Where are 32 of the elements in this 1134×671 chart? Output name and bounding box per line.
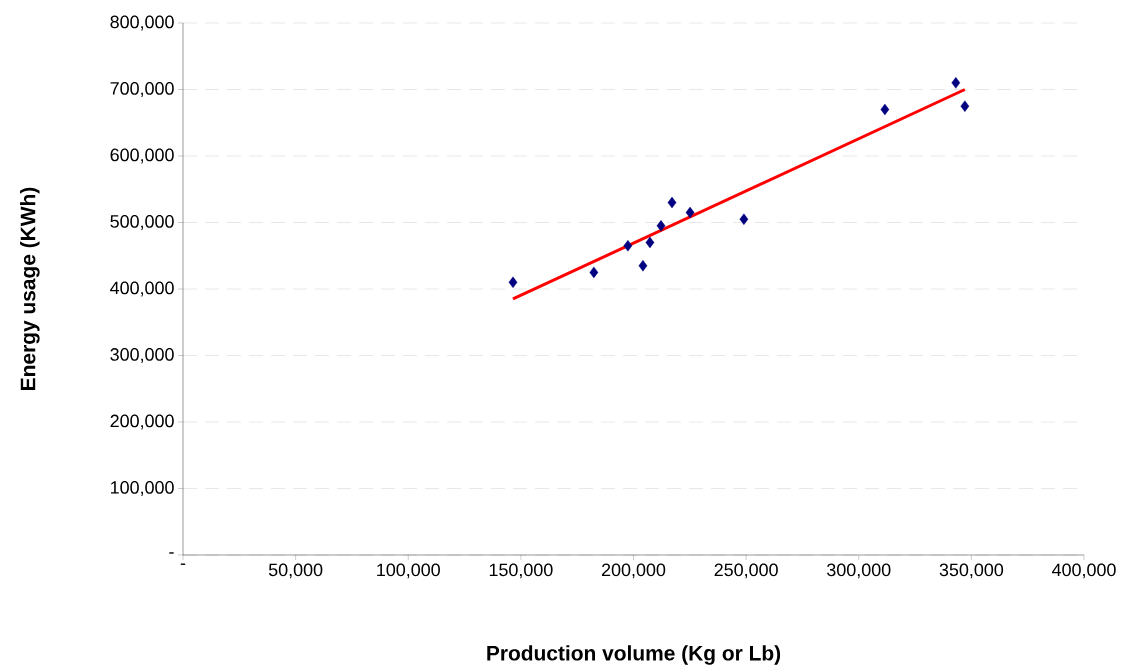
x-tick-label: 200,000 xyxy=(602,563,666,579)
point xyxy=(508,276,518,289)
point xyxy=(880,103,890,116)
x-axis-title: Production volume (Kg or Lb) xyxy=(487,645,781,665)
y-tick-label: 800,000 xyxy=(110,15,174,31)
x-tick-label: 400,000 xyxy=(1052,563,1116,579)
y-tick-label: 700,000 xyxy=(110,82,174,97)
x-tick-label: 300,000 xyxy=(827,563,891,579)
y-axis-title: Energy usage (KWh) xyxy=(20,187,40,390)
x-tick-label: 250,000 xyxy=(714,563,778,579)
y-tick-label: 400,000 xyxy=(110,281,174,297)
point xyxy=(589,266,599,279)
y-tick-label: 300,000 xyxy=(110,348,174,363)
y-tick-label: 500,000 xyxy=(110,215,174,230)
point xyxy=(645,236,655,249)
x-tick-label: 350,000 xyxy=(939,563,1004,579)
point xyxy=(739,213,749,225)
x-tick-label: - xyxy=(180,563,186,565)
point xyxy=(667,196,677,209)
x-tick-label: 50,000 xyxy=(268,563,323,579)
point xyxy=(960,100,970,112)
point xyxy=(951,77,961,89)
point xyxy=(623,240,633,252)
y-tick-label: 200,000 xyxy=(110,414,174,430)
point xyxy=(638,260,648,272)
x-tick-label: 150,000 xyxy=(489,563,553,579)
point xyxy=(685,206,695,219)
point xyxy=(656,220,666,232)
x-tick-label: 100,000 xyxy=(377,563,440,579)
y-tick-label: - xyxy=(169,552,174,554)
y-tick-label: 100,000 xyxy=(111,481,174,496)
y-tick-label: 600,000 xyxy=(110,148,174,164)
